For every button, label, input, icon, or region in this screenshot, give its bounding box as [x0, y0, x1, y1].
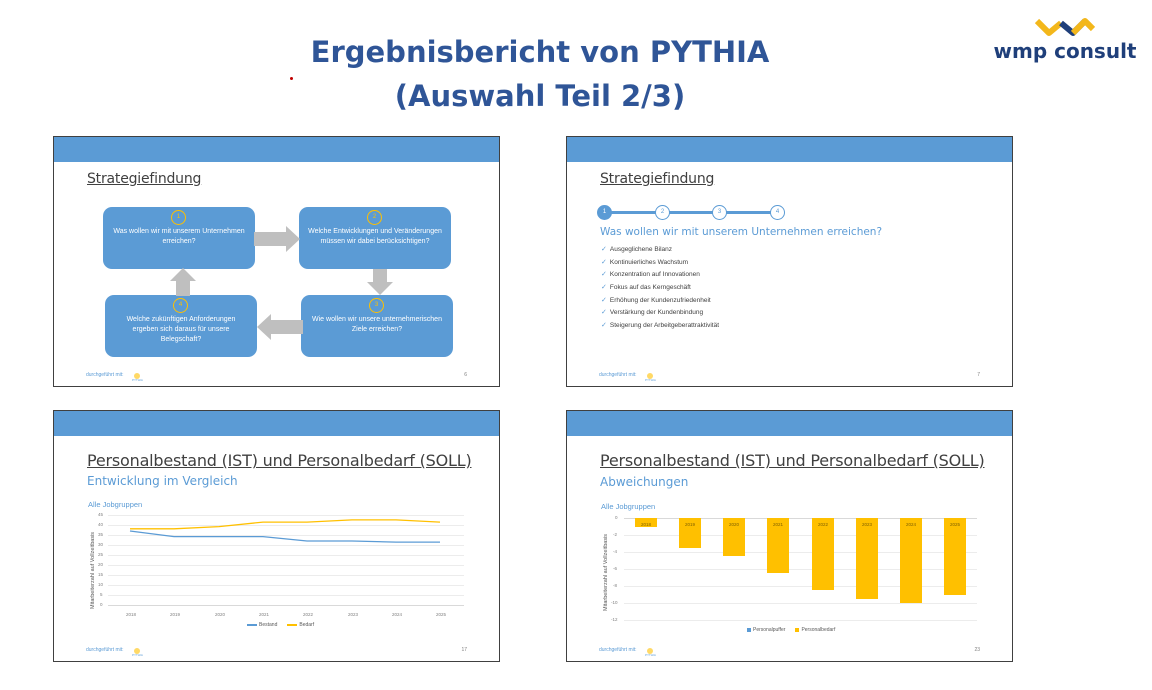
slide-subtitle: Entwicklung im Vergleich: [87, 474, 238, 488]
slide-subtitle: Abweichungen: [600, 475, 689, 489]
bar-2023: [856, 518, 878, 599]
svg-text:PYTHIA: PYTHIA: [645, 378, 656, 381]
y-axis-label: Mitarbeiterzahl auf Vollzeitbasis: [603, 533, 609, 611]
page-number: 17: [461, 647, 467, 653]
goal-checklist: ✓ Ausgeglichene Bilanz ✓ Kontinuierliches …: [601, 244, 719, 333]
flow-box-3: 3 Wie wollen wir unsere unternehmerische…: [301, 295, 453, 357]
flow-box-text: Wie wollen wir unsere unternehmerischen …: [312, 316, 442, 333]
y-axis-label: Mitarbeiterzahl auf Vollzeitbasis: [90, 531, 96, 609]
bar-2024: [900, 518, 922, 603]
checkmark-icon: ✓: [601, 284, 607, 292]
svg-text:PYTHIA: PYTHIA: [645, 653, 656, 656]
checkmark-icon: ✓: [601, 258, 607, 266]
step-number-2: 2: [367, 210, 382, 225]
title-line-1: Ergebnisbericht von PYTHIA: [310, 35, 770, 69]
footer-text: durchgeführt mit:: [86, 647, 124, 653]
legend-personalbedarf[interactable]: Personalbedarf: [795, 627, 835, 633]
step-1[interactable]: 1: [597, 205, 612, 220]
arrow-right-icon: [254, 226, 300, 252]
slide-header-bar: [567, 137, 1012, 162]
slide-header-bar: [567, 411, 1012, 436]
slide-title: Strategiefindung: [600, 171, 715, 187]
legend-personalpuffer[interactable]: Personalpuffer: [747, 627, 785, 633]
legend-bedarf[interactable]: Bedarf: [287, 622, 314, 628]
pythia-logo-icon: PYTHIA: [132, 648, 143, 656]
page-number: 7: [977, 372, 980, 378]
red-dot-marker: [290, 77, 293, 80]
chart-legend: Bestand Bedarf: [247, 622, 314, 628]
flow-box-text: Was wollen wir mit unserem Unternehmen e…: [113, 228, 245, 245]
page-number: 23: [974, 647, 980, 653]
step-number-4: 4: [173, 298, 188, 313]
list-item: ✓ Kontinuierliches Wachstum: [601, 258, 689, 266]
slide-title: Strategiefindung: [87, 171, 202, 187]
page-number: 6: [464, 372, 467, 378]
step-number-3: 3: [369, 298, 384, 313]
pythia-logo-icon: PYTHIA: [645, 373, 656, 381]
pythia-logo-icon: PYTHIA: [645, 648, 656, 656]
checkmark-icon: ✓: [601, 271, 607, 279]
bar-2020: [723, 518, 745, 557]
legend-bestand[interactable]: Bestand: [247, 622, 277, 628]
arrow-left-icon: [257, 314, 303, 340]
series-bestand: [129, 530, 440, 543]
bar-2021: [767, 518, 789, 574]
list-item: ✓ Fokus auf das Kerngeschäft: [601, 284, 691, 292]
svg-text:PYTHIA: PYTHIA: [132, 378, 143, 381]
chart-label: Alle Jobgruppen: [88, 500, 143, 509]
bar-2019: [679, 518, 701, 548]
footer-text: durchgeführt mit:: [86, 372, 124, 378]
arrow-down-icon: [367, 269, 393, 295]
list-item: ✓ Konzentration auf Innovationen: [601, 271, 700, 279]
slide-title: Personalbestand (IST) und Personalbedarf…: [600, 451, 985, 470]
slide-thumbnail-line-chart[interactable]: Personalbestand (IST) und Personalbedarf…: [53, 410, 500, 662]
flow-box-1: 1 Was wollen wir mit unserem Unternehmen…: [103, 207, 255, 269]
svg-text:PYTHIA: PYTHIA: [132, 653, 143, 656]
flow-box-4: 4 Welche zukünftigen Anforderungen ergeb…: [105, 295, 257, 357]
wmp-consult-logo: wmp consult: [985, 15, 1145, 70]
line-series-plot: [129, 519, 441, 543]
list-item: ✓ Steigerung der Arbeitgeberattraktivität: [601, 322, 719, 330]
bar-2018: [635, 518, 657, 527]
title-line-2: (Auswahl Teil 2/3): [394, 79, 686, 113]
chart-label: Alle Jobgruppen: [601, 502, 656, 511]
arrow-up-icon: [170, 268, 196, 296]
flow-box-text: Welche zukünftigen Anforderungen ergeben…: [126, 316, 236, 343]
question-heading: Was wollen wir mit unserem Unternehmen e…: [600, 226, 883, 238]
slide-header-bar: [54, 411, 499, 436]
slide-thumbnail-strategiefindung-goals[interactable]: Strategiefindung 1 2 3 4 Was wollen wir …: [566, 136, 1013, 387]
pythia-logo-icon: PYTHIA: [132, 373, 143, 381]
slide-thumbnail-bar-chart[interactable]: Personalbestand (IST) und Personalbedarf…: [566, 410, 1013, 662]
list-item: ✓ Erhöhung der Kundenzufriedenheit: [601, 296, 711, 304]
slide-title: Personalbestand (IST) und Personalbedarf…: [87, 451, 472, 470]
footer-text: durchgeführt mit:: [599, 647, 637, 653]
list-item: ✓ Verstärkung der Kundenbindung: [601, 309, 704, 317]
bar-2022: [812, 518, 834, 591]
logo-mark-icon: [1035, 18, 1095, 36]
checkmark-icon: ✓: [601, 309, 607, 317]
page-title: Ergebnisbericht von PYTHIA (Auswahl Teil…: [280, 30, 800, 118]
slide-thumbnail-strategiefindung-diagram[interactable]: Strategiefindung 1 Was wollen wir mit un…: [53, 136, 500, 387]
checkmark-icon: ✓: [601, 246, 607, 253]
step-4[interactable]: 4: [770, 205, 785, 220]
chart-legend: Personalpuffer Personalbedarf: [747, 627, 835, 633]
checkmark-icon: ✓: [601, 296, 607, 304]
checkmark-icon: ✓: [601, 322, 607, 330]
logo-text: wmp consult: [993, 39, 1137, 63]
slide-header-bar: [54, 137, 499, 162]
series-bedarf: [130, 519, 441, 530]
stepper-line: [607, 211, 777, 214]
step-3[interactable]: 3: [712, 205, 727, 220]
flow-box-2: 2 Welche Entwicklungen und Veränderungen…: [299, 207, 451, 269]
bar-2025: [944, 518, 966, 595]
step-number-1: 1: [171, 210, 186, 225]
footer-text: durchgeführt mit:: [599, 372, 637, 378]
flow-box-text: Welche Entwicklungen und Veränderungen m…: [308, 228, 442, 245]
list-item: ✓ Ausgeglichene Bilanz: [601, 246, 673, 253]
step-2[interactable]: 2: [655, 205, 670, 220]
